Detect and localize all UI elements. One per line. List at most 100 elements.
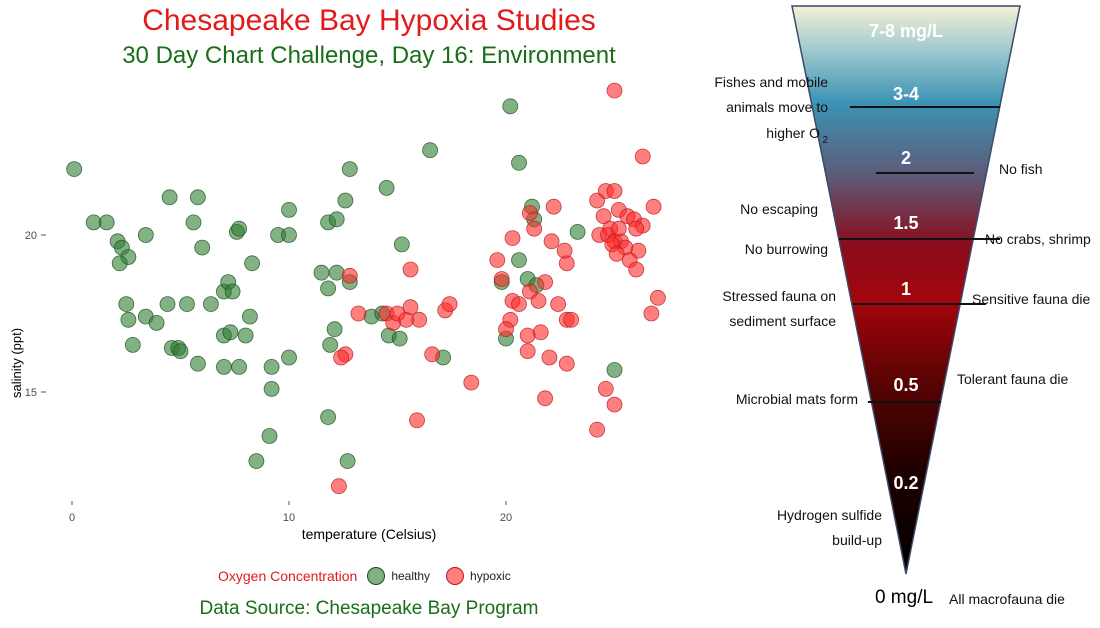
level-label-2: 2	[901, 148, 911, 168]
data-point-healthy	[326, 321, 343, 338]
data-point-healthy	[185, 214, 202, 231]
label-h2s-2: build-up	[832, 532, 882, 548]
data-point-healthy	[194, 239, 211, 256]
data-point-hypoxic	[441, 296, 458, 313]
level-label-3-4: 3-4	[893, 84, 919, 104]
data-point-healthy	[313, 264, 330, 281]
data-point-hypoxic	[530, 292, 547, 309]
data-point-healthy	[98, 214, 115, 231]
legend-key-hypoxic	[444, 565, 466, 587]
data-point-hypoxic	[424, 346, 441, 363]
data-point-healthy	[111, 255, 128, 272]
label-fishes-sub: 2	[822, 135, 828, 146]
level-label-7-8: 7-8 mg/L	[869, 21, 943, 41]
data-point-healthy	[337, 192, 354, 209]
data-point-hypoxic	[650, 289, 666, 306]
data-point-hypoxic	[550, 296, 566, 313]
level-label-1-5: 1.5	[893, 213, 918, 233]
data-point-healthy	[606, 362, 623, 378]
data-point-healthy	[215, 358, 232, 375]
data-point-hypoxic	[563, 311, 579, 328]
data-point-healthy	[222, 324, 239, 341]
data-point-hypoxic	[350, 305, 367, 322]
legend-label-healthy: healthy	[391, 569, 431, 583]
data-point-hypoxic	[589, 421, 605, 438]
plot-axes: 0 10 20 15 20	[25, 230, 512, 524]
data-point-healthy	[231, 220, 248, 237]
data-point-hypoxic	[558, 355, 575, 372]
data-point-hypoxic	[489, 252, 506, 269]
data-point-healthy	[281, 227, 297, 243]
label-no-escaping: No escaping	[740, 201, 818, 217]
data-point-hypoxic	[498, 321, 514, 338]
data-point-hypoxic	[630, 242, 647, 259]
data-point-healthy	[66, 161, 83, 177]
data-point-healthy	[241, 308, 258, 325]
data-point-healthy	[202, 296, 219, 313]
legend-label-hypoxic: hypoxic	[470, 569, 511, 583]
oxygen-funnel-diagram: 7-8 mg/L 3-4 2 1.5 1 0.5 0.2 0 mg/L Fish…	[714, 5, 1091, 608]
data-point-healthy	[237, 327, 254, 344]
data-point-healthy	[148, 314, 165, 331]
chart-subtitle: 30 Day Chart Challenge, Day 16: Environm…	[122, 42, 616, 69]
legend-key-healthy	[365, 565, 387, 587]
label-h2s-1: Hydrogen sulfide	[777, 507, 882, 523]
data-point-hypoxic	[409, 412, 425, 429]
data-point-hypoxic	[643, 305, 660, 322]
data-point-hypoxic	[597, 380, 614, 397]
scatter-plot: 0 10 20 15 20 temperature (Celsius) salinity…	[9, 82, 666, 542]
label-all-macro: All macrofauna die	[949, 591, 1065, 607]
data-point-healthy	[189, 355, 206, 372]
data-point-hypoxic	[541, 349, 558, 366]
data-point-hypoxic	[537, 274, 553, 291]
data-point-healthy	[179, 296, 195, 313]
data-point-hypoxic	[606, 396, 623, 413]
label-no-fish: No fish	[999, 161, 1043, 177]
y-tick-label: 15	[25, 387, 37, 399]
level-label-0-2: 0.2	[893, 473, 918, 493]
data-point-healthy	[189, 189, 206, 206]
data-point-hypoxic	[606, 82, 623, 99]
data-point-hypoxic	[543, 233, 560, 250]
data-point-healthy	[320, 409, 337, 426]
data-point-healthy	[224, 283, 241, 300]
x-tick-label: 20	[500, 512, 512, 524]
data-point-hypoxic	[595, 208, 612, 225]
data-point-healthy	[120, 311, 137, 328]
data-point-hypoxic	[402, 261, 419, 278]
data-point-hypoxic	[463, 374, 480, 391]
data-point-hypoxic	[645, 198, 662, 215]
data-point-hypoxic	[634, 148, 651, 165]
data-point-healthy	[124, 336, 141, 353]
data-point-healthy	[320, 280, 337, 297]
oxygen-funnel	[791, 5, 1021, 575]
chart-title: Chesapeake Bay Hypoxia Studies	[142, 4, 596, 37]
data-point-healthy	[511, 154, 527, 171]
funnel-dividers	[839, 106, 1000, 403]
data-point-hypoxic	[341, 267, 358, 284]
data-point-hypoxic	[556, 242, 573, 259]
data-point-hypoxic	[519, 343, 536, 360]
data-point-healthy	[322, 336, 339, 353]
data-point-healthy	[502, 98, 519, 115]
data-point-healthy	[328, 264, 345, 281]
data-point-hypoxic	[522, 205, 538, 221]
y-tick-label: 20	[25, 230, 37, 242]
data-point-healthy	[511, 252, 527, 269]
legend: Oxygen Concentration healthy hypoxic	[218, 565, 525, 587]
data-point-healthy	[339, 453, 356, 470]
data-point-healthy	[328, 211, 345, 228]
data-point-hypoxic	[402, 299, 419, 316]
data-point-healthy	[161, 189, 178, 206]
data-point-hypoxic	[532, 324, 549, 341]
data-point-healthy	[118, 296, 135, 313]
data-point-hypoxic	[519, 327, 536, 344]
data-point-hypoxic	[537, 390, 553, 407]
x-tick-label: 0	[69, 512, 75, 524]
data-point-hypoxic	[606, 183, 623, 199]
data-point-hypoxic	[545, 198, 562, 215]
data-point-hypoxic	[333, 349, 350, 366]
data-point-hypoxic	[628, 261, 645, 278]
level-label-0: 0 mg/L	[875, 587, 933, 608]
data-point-hypoxic	[504, 230, 521, 247]
